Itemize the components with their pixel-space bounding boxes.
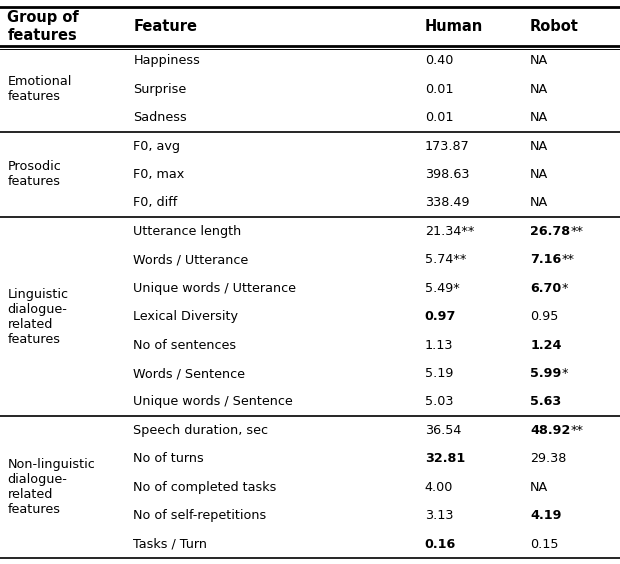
Text: No of completed tasks: No of completed tasks xyxy=(133,481,277,494)
Text: Tasks / Turn: Tasks / Turn xyxy=(133,537,207,550)
Text: NA: NA xyxy=(530,481,548,494)
Text: 0.15: 0.15 xyxy=(530,537,559,550)
Text: Sadness: Sadness xyxy=(133,111,187,124)
Text: 5.03: 5.03 xyxy=(425,395,453,408)
Text: 4.19: 4.19 xyxy=(530,509,562,522)
Text: 0.01: 0.01 xyxy=(425,111,453,124)
Text: 5.49*: 5.49* xyxy=(425,281,459,295)
Text: 0.97: 0.97 xyxy=(425,310,456,323)
Text: Emotional
features: Emotional features xyxy=(7,75,72,103)
Text: Utterance length: Utterance length xyxy=(133,225,242,238)
Text: Feature: Feature xyxy=(133,19,197,34)
Text: Human: Human xyxy=(425,19,483,34)
Text: 398.63: 398.63 xyxy=(425,168,469,181)
Text: 1.24: 1.24 xyxy=(530,338,562,351)
Text: F0, diff: F0, diff xyxy=(133,196,177,209)
Text: 26.78: 26.78 xyxy=(530,225,570,238)
Text: Unique words / Sentence: Unique words / Sentence xyxy=(133,395,293,408)
Text: 6.70: 6.70 xyxy=(530,281,561,295)
Text: 32.81: 32.81 xyxy=(425,452,465,465)
Text: No of sentences: No of sentences xyxy=(133,338,236,351)
Text: Speech duration, sec: Speech duration, sec xyxy=(133,424,268,437)
Text: *: * xyxy=(561,281,568,295)
Text: Robot: Robot xyxy=(530,19,579,34)
Text: Prosodic
features: Prosodic features xyxy=(7,160,61,188)
Text: **: ** xyxy=(561,253,574,266)
Text: NA: NA xyxy=(530,196,548,209)
Text: Group of
features: Group of features xyxy=(7,10,79,43)
Text: No of self-repetitions: No of self-repetitions xyxy=(133,509,267,522)
Text: 173.87: 173.87 xyxy=(425,139,469,152)
Text: 29.38: 29.38 xyxy=(530,452,567,465)
Text: Happiness: Happiness xyxy=(133,54,200,67)
Text: *: * xyxy=(562,367,568,380)
Text: 0.16: 0.16 xyxy=(425,537,456,550)
Text: Linguistic
dialogue-
related
features: Linguistic dialogue- related features xyxy=(7,288,68,346)
Text: NA: NA xyxy=(530,111,548,124)
Text: 7.16: 7.16 xyxy=(530,253,561,266)
Text: No of turns: No of turns xyxy=(133,452,204,465)
Text: NA: NA xyxy=(530,83,548,96)
Text: Words / Utterance: Words / Utterance xyxy=(133,253,249,266)
Text: 338.49: 338.49 xyxy=(425,196,469,209)
Text: 21.34**: 21.34** xyxy=(425,225,474,238)
Text: **: ** xyxy=(570,225,583,238)
Text: 36.54: 36.54 xyxy=(425,424,461,437)
Text: 0.40: 0.40 xyxy=(425,54,453,67)
Text: 1.13: 1.13 xyxy=(425,338,453,351)
Text: **: ** xyxy=(570,424,583,437)
Text: Non-linguistic
dialogue-
related
features: Non-linguistic dialogue- related feature… xyxy=(7,459,95,516)
Text: NA: NA xyxy=(530,54,548,67)
Text: 5.74**: 5.74** xyxy=(425,253,466,266)
Text: 0.01: 0.01 xyxy=(425,83,453,96)
Text: 5.63: 5.63 xyxy=(530,395,561,408)
Text: Lexical Diversity: Lexical Diversity xyxy=(133,310,238,323)
Text: NA: NA xyxy=(530,168,548,181)
Text: Surprise: Surprise xyxy=(133,83,187,96)
Text: F0, max: F0, max xyxy=(133,168,185,181)
Text: Unique words / Utterance: Unique words / Utterance xyxy=(133,281,296,295)
Text: 48.92: 48.92 xyxy=(530,424,570,437)
Text: 4.00: 4.00 xyxy=(425,481,453,494)
Text: F0, avg: F0, avg xyxy=(133,139,180,152)
Text: NA: NA xyxy=(530,139,548,152)
Text: Words / Sentence: Words / Sentence xyxy=(133,367,246,380)
Text: 3.13: 3.13 xyxy=(425,509,453,522)
Text: 5.99: 5.99 xyxy=(530,367,562,380)
Text: 5.19: 5.19 xyxy=(425,367,453,380)
Text: 0.95: 0.95 xyxy=(530,310,559,323)
